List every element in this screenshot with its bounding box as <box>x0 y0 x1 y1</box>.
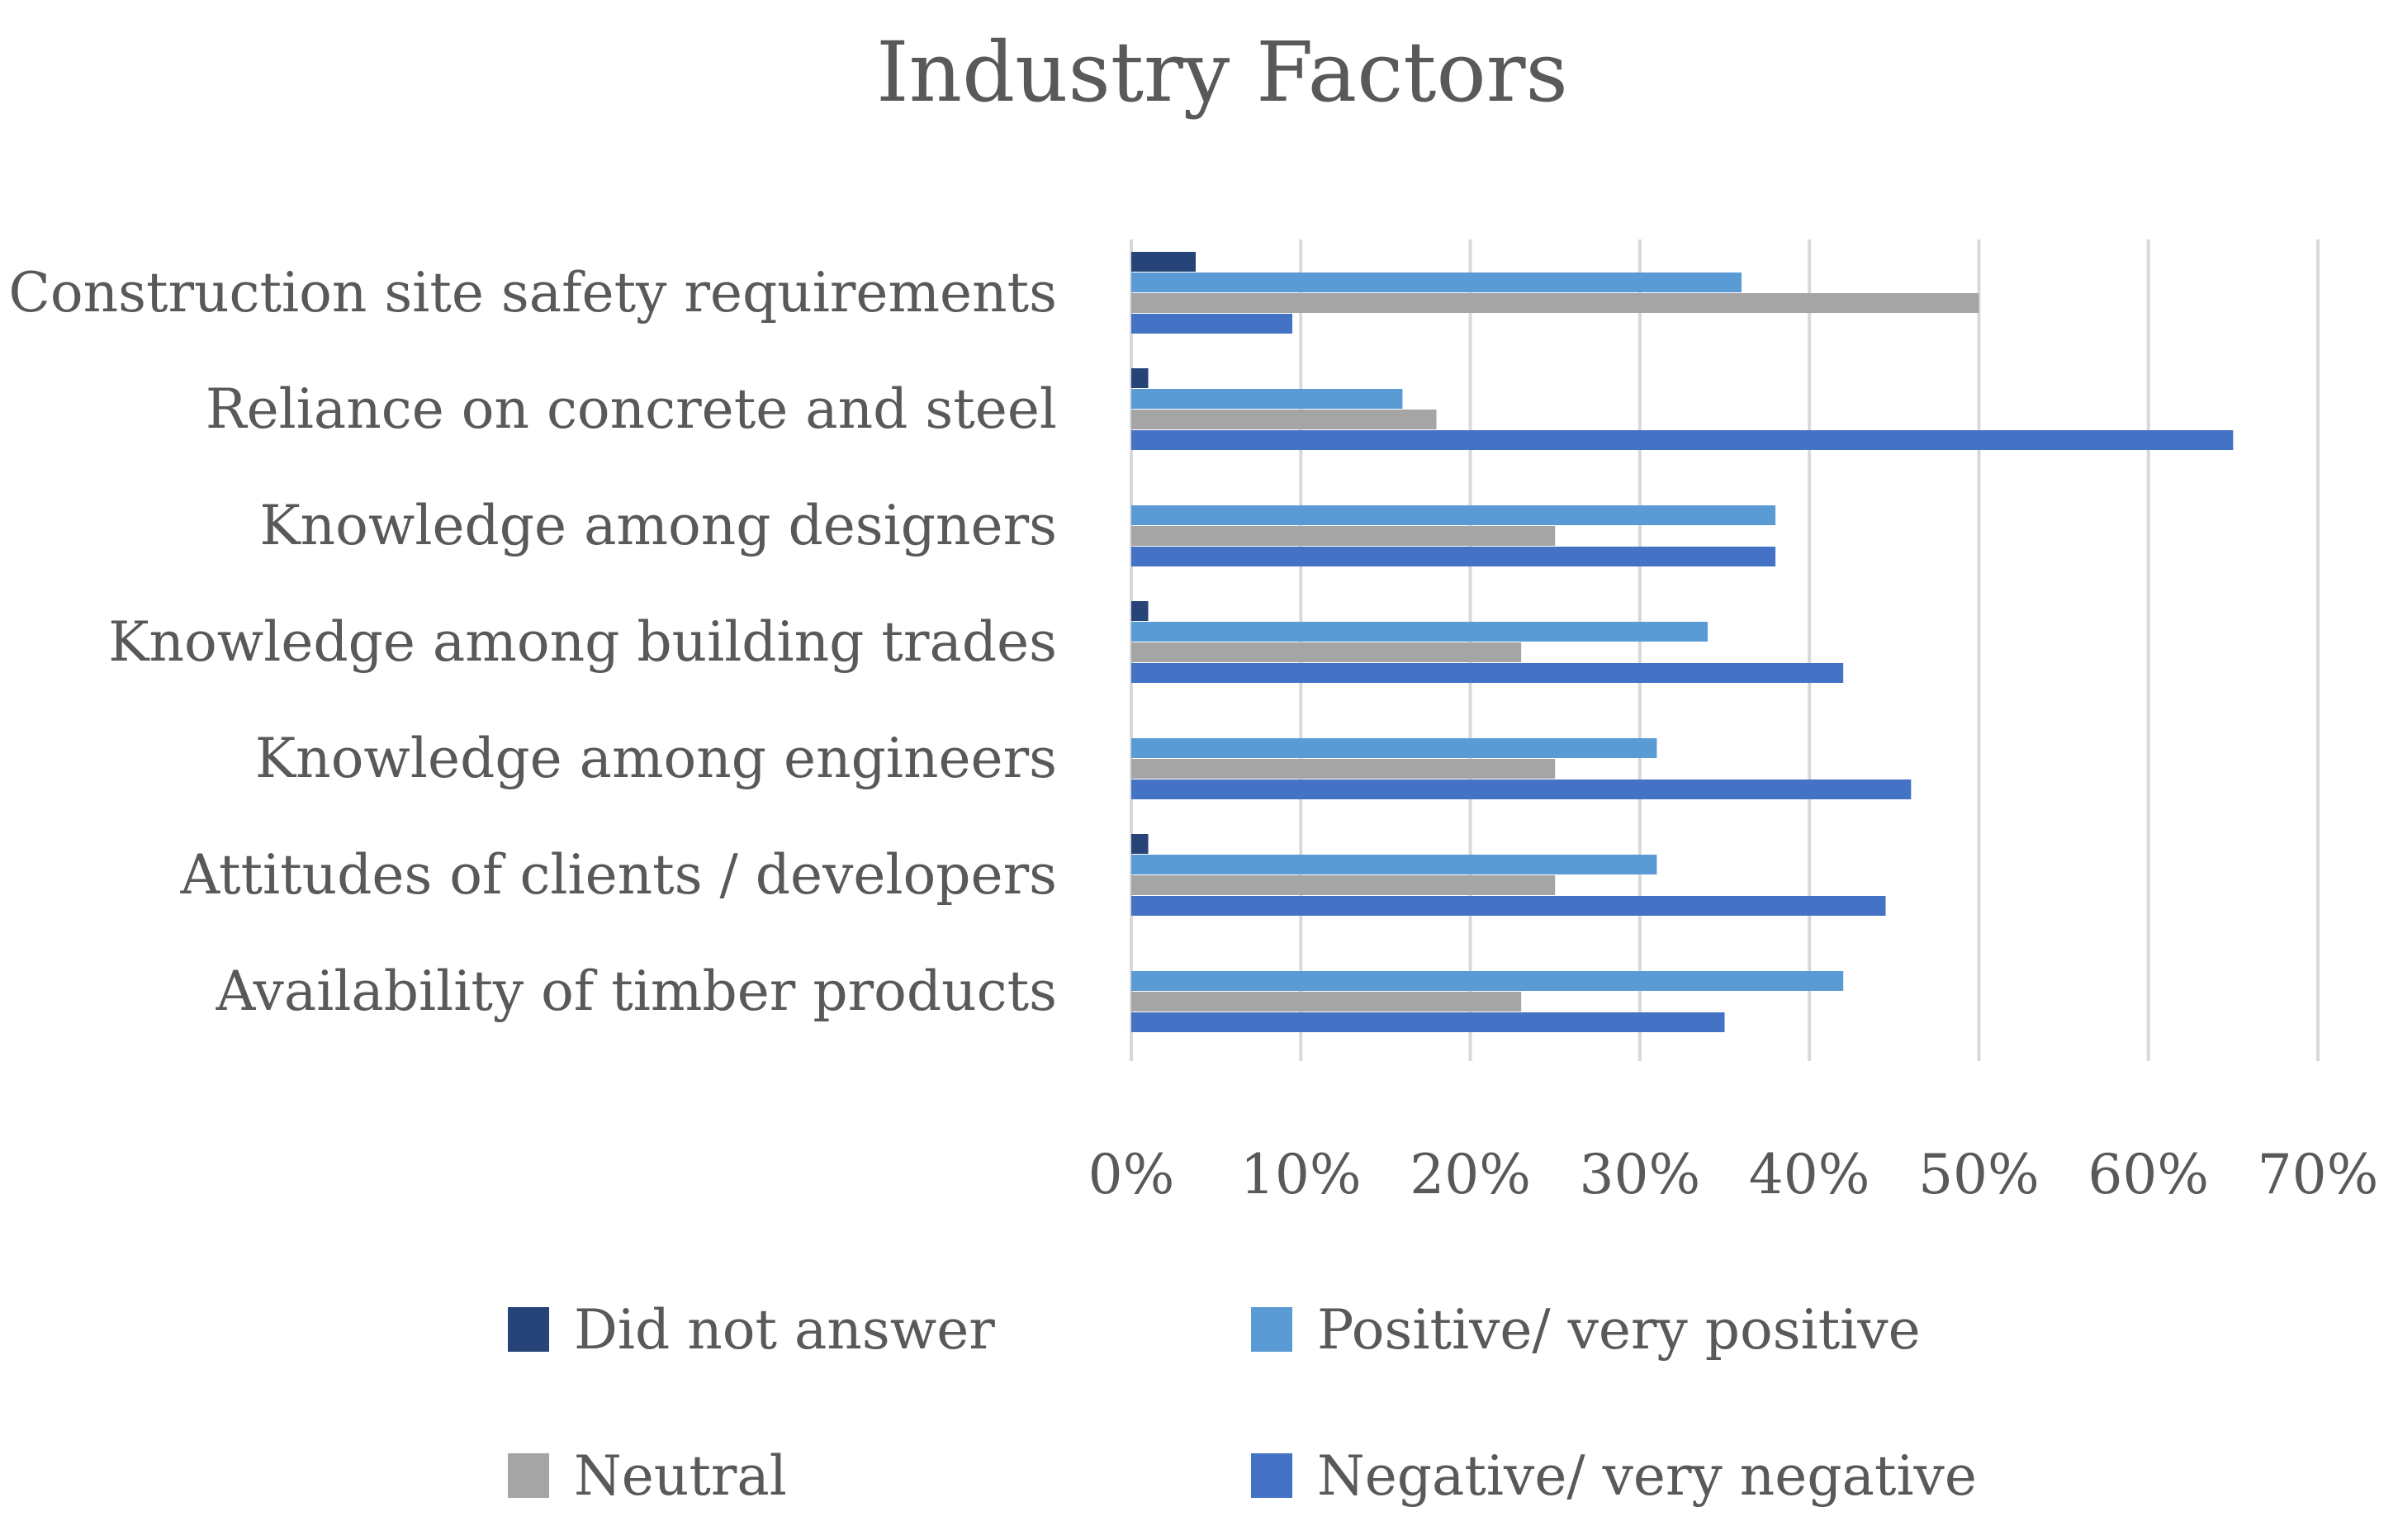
legend-swatch <box>1251 1307 1292 1352</box>
bar <box>1131 663 1844 683</box>
bar <box>1131 410 1437 429</box>
bar <box>1131 601 1149 621</box>
legend-label: Positive/ very positive <box>1317 1298 1921 1362</box>
bar <box>1131 252 1197 272</box>
bar <box>1131 505 1776 525</box>
bar <box>1131 896 1886 916</box>
bar <box>1131 738 1657 758</box>
bar <box>1131 526 1556 546</box>
bar <box>1131 834 1149 854</box>
bar <box>1131 875 1556 895</box>
legend-swatch <box>1251 1453 1292 1498</box>
bar <box>1131 272 1742 292</box>
x-tick-label: 30% <box>1580 1143 1701 1206</box>
legend-label: Negative/ very negative <box>1317 1444 1977 1508</box>
bar <box>1131 314 1293 334</box>
category-label: Knowledge among building trades <box>108 610 1057 674</box>
x-tick-labels: 0% 10% 20% 30% 40% 50% 60% 70% <box>1088 1143 2379 1206</box>
category-label: Availability of timber products <box>216 960 1057 1023</box>
legend-label: Did not answer <box>574 1298 995 1362</box>
x-tick-label: 40% <box>1749 1143 1870 1206</box>
bar <box>1131 642 1522 662</box>
bar <box>1131 293 1979 313</box>
x-tick-label: 60% <box>2088 1143 2209 1206</box>
category-label: Reliance on concrete and steel <box>206 377 1057 441</box>
x-tick-label: 20% <box>1410 1143 1531 1206</box>
bar <box>1131 855 1657 874</box>
bar <box>1131 547 1776 566</box>
bar <box>1131 1012 1725 1032</box>
category-label: Knowledge among designers <box>259 494 1057 557</box>
x-tick-label: 70% <box>2258 1143 2379 1206</box>
bar <box>1131 779 1912 799</box>
bar <box>1131 430 2234 450</box>
legend: Did not answer Positive/ very positive Neu… <box>508 1298 1977 1508</box>
category-label: Construction site safety requirements <box>8 261 1057 325</box>
legend-label: Neutral <box>574 1444 787 1508</box>
x-tick-label: 10% <box>1240 1143 1362 1206</box>
x-tick-label: 50% <box>1918 1143 2040 1206</box>
legend-swatch <box>508 1307 549 1352</box>
bar <box>1131 622 1708 642</box>
category-label: Knowledge among engineers <box>255 727 1057 790</box>
bar <box>1131 971 1844 991</box>
bar <box>1131 368 1149 388</box>
category-labels: Construction site safety requirements Rel… <box>8 261 1057 1023</box>
legend-swatch <box>508 1453 549 1498</box>
bar <box>1131 992 1522 1012</box>
bars <box>1131 252 2234 1032</box>
x-tick-label: 0% <box>1088 1143 1175 1206</box>
bar <box>1131 759 1556 779</box>
bar <box>1131 389 1403 409</box>
chart-title: Industry Factors <box>876 24 1568 121</box>
category-label: Attitudes of clients / developers <box>179 843 1057 907</box>
